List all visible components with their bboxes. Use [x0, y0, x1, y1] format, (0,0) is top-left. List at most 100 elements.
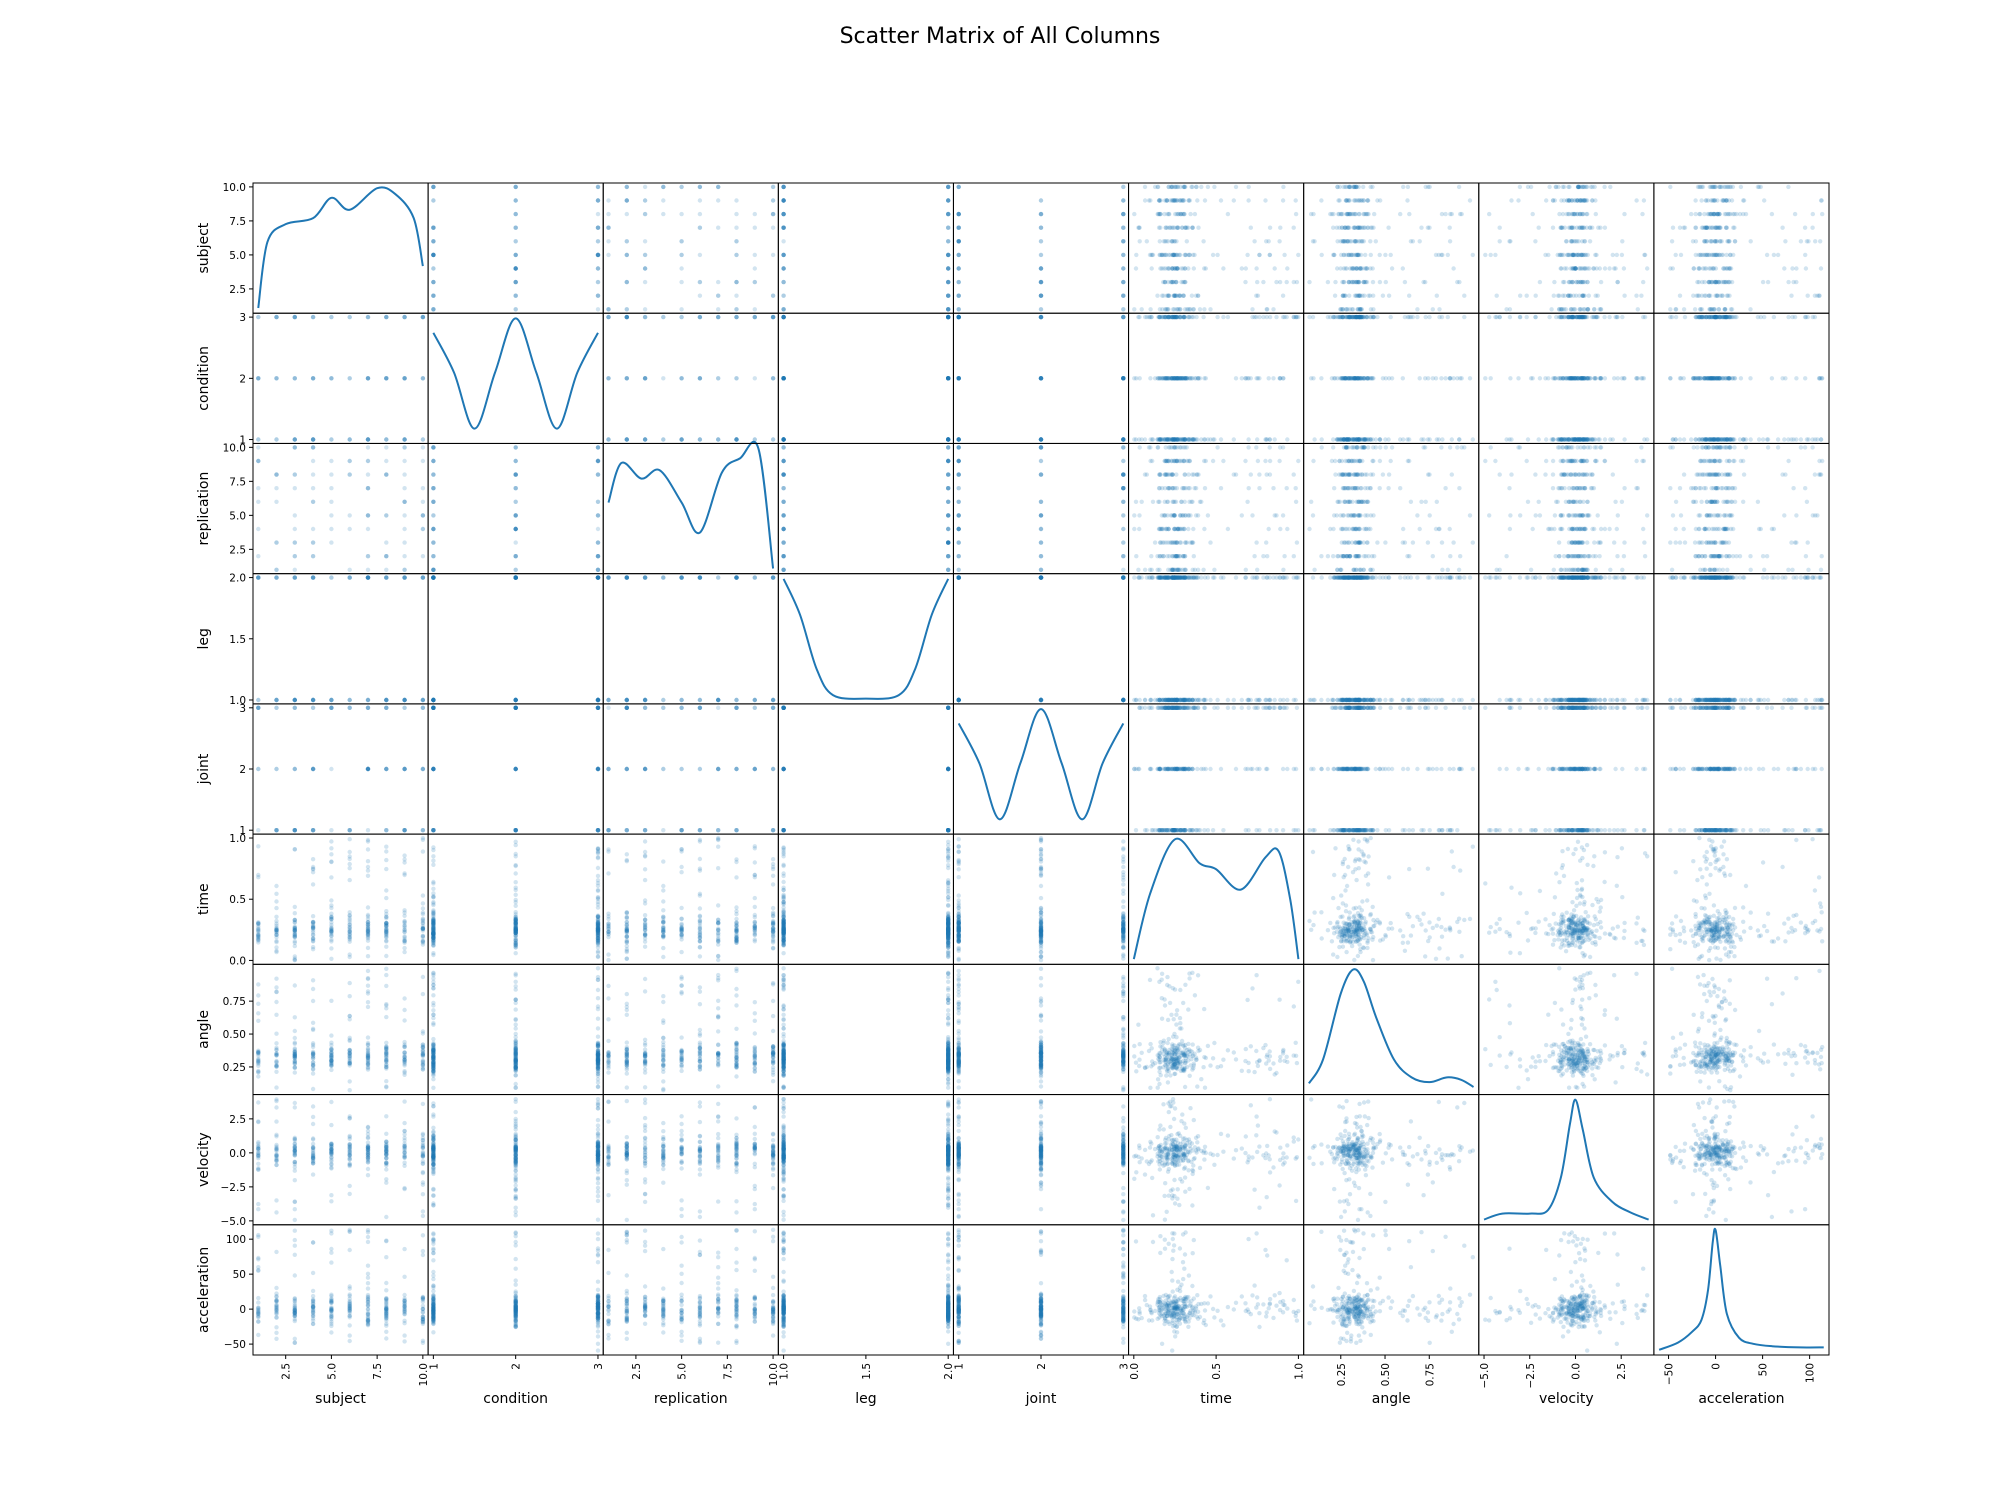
point: [1166, 458, 1171, 464]
point: [1280, 513, 1286, 518]
point: [1121, 211, 1126, 217]
point: [1516, 198, 1521, 203]
point: [1175, 266, 1180, 271]
point: [956, 184, 961, 190]
point: [956, 225, 961, 230]
point: [1366, 445, 1371, 450]
point: [513, 554, 518, 559]
point: [595, 211, 601, 217]
point: [1816, 293, 1822, 298]
point: [513, 279, 518, 285]
point: [1723, 307, 1728, 312]
point: [1149, 314, 1154, 320]
point: [1639, 445, 1644, 450]
point: [1373, 437, 1379, 442]
point: [1038, 266, 1044, 271]
point: [1358, 458, 1363, 464]
point: [1171, 458, 1176, 464]
point: [1507, 307, 1513, 312]
point: [946, 307, 951, 312]
point: [642, 266, 648, 271]
point: [1588, 225, 1593, 230]
point: [1362, 437, 1367, 442]
point: [1333, 279, 1338, 285]
point: [661, 376, 666, 381]
point: [1560, 437, 1565, 442]
point: [1187, 458, 1192, 464]
point: [329, 540, 334, 545]
point: [1183, 437, 1189, 442]
point: [1368, 252, 1374, 258]
point: [1164, 198, 1169, 203]
point: [513, 499, 518, 504]
panel-condition-vs-joint: [952, 312, 1130, 444]
point: [1584, 458, 1589, 464]
point: [1038, 445, 1044, 450]
point: [1340, 376, 1346, 381]
point: [1668, 307, 1673, 312]
panel-replication-vs-angle: [1303, 442, 1480, 575]
point: [1692, 307, 1698, 312]
point: [1525, 437, 1531, 442]
point: [1555, 293, 1561, 298]
point: [310, 376, 316, 381]
point: [1706, 293, 1712, 298]
point: [1134, 554, 1139, 559]
point: [781, 279, 786, 285]
point: [1677, 437, 1683, 442]
point: [1706, 211, 1712, 217]
point: [697, 184, 703, 190]
point: [1254, 293, 1259, 298]
point: [716, 225, 721, 230]
point: [310, 445, 316, 450]
point: [1575, 540, 1581, 545]
point: [697, 437, 703, 442]
point: [431, 307, 436, 312]
point: [661, 211, 666, 217]
point: [1132, 513, 1137, 518]
point: [1202, 307, 1207, 312]
point: [1139, 307, 1144, 312]
point: [716, 184, 721, 190]
point: [1769, 376, 1775, 381]
point: [606, 307, 611, 312]
point: [1341, 279, 1347, 285]
point: [513, 486, 518, 491]
point: [1388, 252, 1393, 258]
point: [595, 252, 601, 258]
point: [752, 225, 757, 230]
point: [1246, 198, 1251, 203]
point: [1581, 499, 1586, 504]
point: [292, 486, 297, 491]
point: [1171, 198, 1176, 203]
point: [1155, 437, 1160, 442]
point: [1329, 376, 1335, 381]
point: [1175, 314, 1180, 320]
point: [1591, 437, 1597, 442]
point: [734, 314, 739, 320]
point: [329, 458, 334, 464]
point: [661, 184, 666, 190]
point: [1310, 314, 1316, 320]
point: [1341, 554, 1347, 559]
point: [946, 211, 951, 217]
point: [1423, 499, 1428, 504]
point: [1182, 314, 1187, 320]
point: [1423, 314, 1428, 320]
point: [431, 526, 436, 532]
point: [946, 279, 951, 285]
point: [1614, 252, 1620, 258]
point: [624, 239, 629, 244]
point: [716, 293, 721, 298]
point: [1254, 266, 1259, 271]
point: [1257, 252, 1262, 258]
point: [431, 499, 436, 504]
point: [1190, 567, 1195, 572]
point: [1673, 307, 1678, 312]
point: [1564, 567, 1569, 572]
point: [1710, 437, 1715, 442]
point: [1377, 458, 1383, 464]
point: [1812, 293, 1818, 298]
point: [431, 279, 436, 285]
point: [679, 239, 684, 244]
